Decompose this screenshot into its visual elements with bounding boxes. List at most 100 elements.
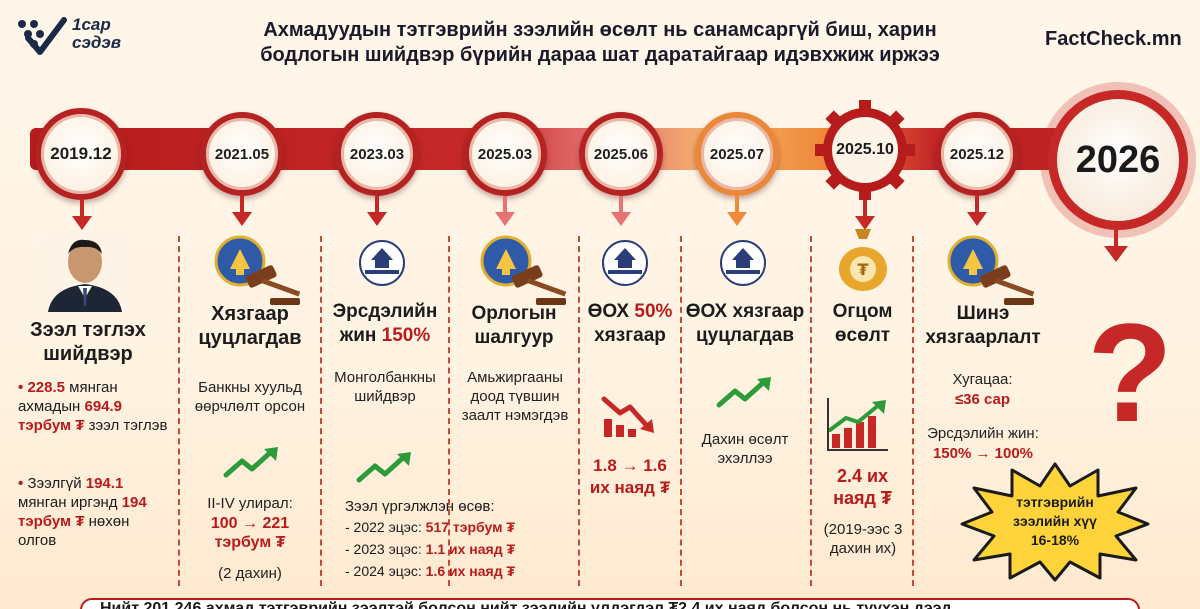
c7-sub: (2019-ээс 3 дахин их): [823, 521, 903, 557]
c3-growth-label: Зээл үргэлжлэн өсөв:: [345, 498, 495, 515]
column-divider: [448, 236, 450, 586]
c6-title: ӨОХ хязгаар цуцлагдав: [685, 301, 805, 346]
brand-logo: [14, 14, 70, 58]
mongolbank-emblem-icon: [478, 235, 534, 287]
growth-year: - 2023 эцэс:: [345, 541, 426, 557]
c1-bullet-1: • 228.5 мянган ахмадын 694.9 тэрбум ₮ зэ…: [18, 379, 168, 434]
node-date: 2025.10: [836, 141, 894, 158]
column-divider: [320, 236, 322, 586]
c5-title-end: хязгаар: [594, 325, 666, 346]
gear-icon: [815, 100, 915, 200]
down-arrow-icon: [232, 196, 252, 231]
node-date: 2021.05: [214, 145, 270, 163]
c4-desc: Амьжиргааны доод түвшин заалт нэмэгдэв: [461, 369, 569, 424]
c3-growth-item: - 2022 эцэс: 517 тэрбум ₮: [345, 518, 575, 537]
gavel-icon: [240, 262, 306, 313]
c1-b1-text: мянган ахмадын: [18, 379, 118, 415]
money-bag-icon: ₮: [835, 225, 891, 293]
brand-name: FactCheck.mn: [1045, 28, 1182, 50]
c2-desc: Банкны хуульд өөрчлөлт орсон: [194, 379, 306, 415]
c1-b2-value: 194.1: [85, 475, 124, 492]
timeline-node-2019-12: 2019.12: [35, 108, 127, 200]
starburst-icon: [960, 462, 1150, 582]
growth-year: - 2022 эцэс:: [345, 519, 426, 535]
question-mark: ?: [1087, 294, 1173, 451]
c6-desc: Дахин өсөлт эхэллээ: [701, 431, 789, 467]
c2-sub: (2 дахин): [218, 565, 282, 582]
c7-title: Огцом өсөлт: [832, 301, 893, 346]
c3-growth-item: - 2023 эцэс: 1.1 их наяд ₮: [345, 540, 575, 559]
c3-title-percent: 150%: [381, 325, 431, 346]
c1-b1-end: зээл тэглэв: [84, 417, 168, 434]
trend-up-icon: [715, 375, 775, 414]
node-date: 2025.03: [477, 145, 533, 163]
down-arrow-icon: [611, 196, 631, 231]
c3-growth-item: - 2024 эцэс: 1.6 их наяд ₮: [345, 562, 575, 581]
down-arrow-icon: [72, 200, 92, 235]
c5-value: 1.8 → 1.6 их наяд ₮: [589, 456, 671, 497]
gavel-icon: [506, 262, 572, 313]
svg-text:₮: ₮: [857, 260, 868, 279]
node-date: 2019.12: [50, 144, 112, 163]
bottom-banner-text: Нийт 201,246 ахмад тэтгэврийн зээлтэй бо…: [100, 600, 952, 609]
timeline-node-2023-03: 2023.03: [335, 112, 419, 196]
column-divider: [810, 236, 812, 586]
node-date: 2025.12: [949, 145, 1005, 163]
mongolbank-emblem-icon: [945, 235, 1001, 287]
down-arrow-icon: [367, 196, 387, 231]
gavel-icon: [974, 262, 1040, 313]
c2-title: Хязгаар цуцлагдав: [198, 303, 302, 349]
timeline-node-2025-06: 2025.06: [579, 112, 663, 196]
c5-title-percent: 50%: [634, 301, 673, 322]
down-arrow-icon: [967, 196, 987, 231]
c2-note: II-IV улирал:: [207, 495, 293, 512]
person-icon: [42, 232, 128, 312]
mongolbank-logo-icon: [598, 238, 652, 288]
c1-b2-text: мянган иргэнд: [18, 494, 122, 511]
growth-value: 1.6 их наяд ₮: [425, 563, 516, 579]
c7-value: 2.4 их наяд ₮: [833, 466, 892, 508]
timeline-node-2021-05: 2021.05: [200, 112, 284, 196]
c1-b1-value: 228.5: [27, 379, 65, 396]
node-date: 2023.03: [349, 145, 405, 163]
growth-value: 1.1 их наяд ₮: [425, 541, 516, 557]
timeline-node-2025-03: 2025.03: [463, 112, 547, 196]
c2-value: 100 → 221 тэрбум ₮: [210, 515, 290, 551]
c8-term-label: Хугацаа:: [952, 371, 1013, 388]
c8-risk-label: Эрсдэлийн жин:: [927, 425, 1039, 442]
c8-term-value: ≤36 сар: [954, 391, 1011, 408]
column-divider: [578, 236, 580, 586]
logo-text: 1сар сэдэв: [72, 15, 121, 52]
page-title-line1: Ахмадуудын тэтгэврийн зээлийн өсөлт нь с…: [263, 19, 937, 41]
trend-up-icon: [355, 450, 415, 489]
node-date: 2025.06: [593, 145, 649, 163]
c8-title: Шинэ хязгаарлалт: [925, 303, 1041, 348]
growth-year: - 2024 эцэс:: [345, 563, 426, 579]
starburst-text: тэтгэврийн зээлийн хүү 16-18%: [1013, 494, 1097, 548]
down-arrow-icon: [727, 196, 747, 231]
trend-down-icon: [600, 395, 660, 444]
c1-b2-end: нөхөн олгов: [18, 513, 130, 549]
mongolbank-logo-icon: [716, 238, 770, 288]
timeline-node-2025-07: 2025.07: [695, 112, 779, 196]
column-divider: [680, 236, 682, 586]
portrait-photo: [42, 232, 128, 312]
c1-b2-amount: 194 тэрбум ₮: [18, 494, 147, 530]
c1-title: Зээл тэглэх шийдвэр: [30, 319, 146, 365]
page-title-line2: бодлогын шийдвэр бүрийн дараа шат дарата…: [260, 44, 940, 66]
growth-chart-icon: [826, 396, 890, 457]
timeline-node-2026: 2026: [1048, 90, 1188, 230]
mongolbank-logo-icon: [355, 238, 409, 288]
timeline-node-2025-12: 2025.12: [935, 112, 1019, 196]
c3-title: Эрсдэлийн жин 150%: [325, 300, 445, 348]
down-arrow-icon: [495, 196, 515, 231]
page-title: Ахмадуудын тэтгэврийн зээлийн өсөлт нь с…: [190, 18, 1010, 68]
c1-b1-amount: 694.9 тэрбум ₮: [18, 398, 123, 434]
c5-title: ӨОХ 50% хязгаар: [580, 300, 680, 348]
timeline-node-2025-10: [815, 100, 915, 200]
c5-title-text: ӨОХ: [587, 301, 635, 322]
c4-title: Орлогын шалгуур: [471, 303, 557, 348]
trend-up-icon: [222, 445, 282, 484]
mongolbank-emblem-icon: [212, 235, 268, 287]
down-arrow-icon: [1104, 228, 1128, 267]
